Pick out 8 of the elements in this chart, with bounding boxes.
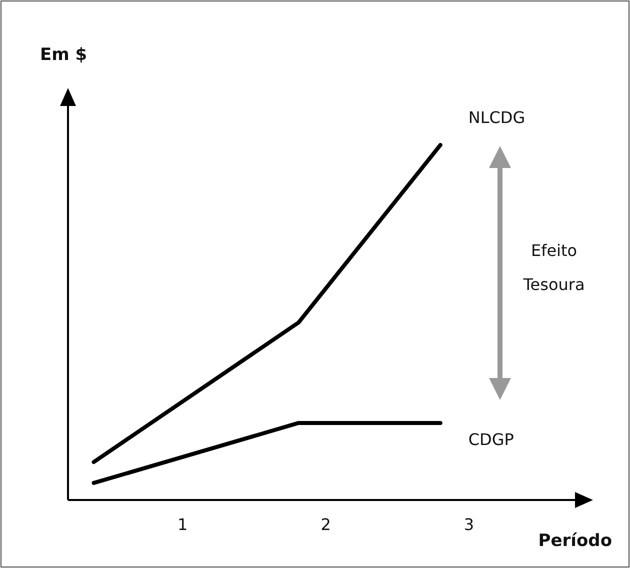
x-axis-title: Período [538, 531, 612, 551]
x-tick-label: 2 [320, 515, 331, 534]
y-axis-title: Em $ [40, 45, 88, 65]
annotation: Efeito Tesoura [522, 241, 585, 294]
series-label: CDGP [468, 430, 514, 449]
text: NLCDG [468, 108, 526, 127]
x-tick-label: 1 [177, 515, 188, 534]
x-tick-label: 3 [464, 515, 474, 534]
